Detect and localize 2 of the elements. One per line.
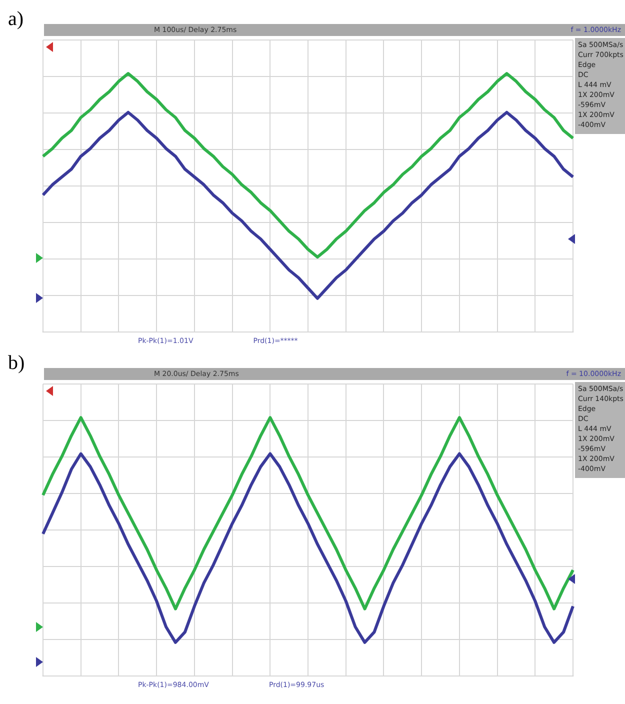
- chart-title: a): [8, 8, 24, 31]
- chart-title: b): [8, 352, 25, 375]
